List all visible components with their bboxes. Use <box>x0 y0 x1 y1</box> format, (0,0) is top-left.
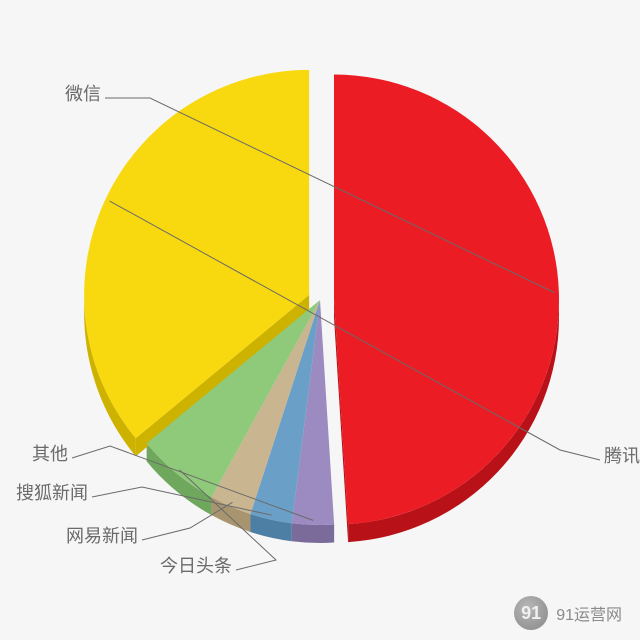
slice-label: 搜狐新闻 <box>16 483 88 503</box>
watermark-logo-text: 91 <box>521 603 541 624</box>
watermark-logo: 91 <box>514 596 548 630</box>
slice-top <box>334 75 559 525</box>
slice-label: 其他 <box>32 444 68 464</box>
pie-chart-container: 微信其他搜狐新闻网易新闻今日头条 腾讯新闻 91 91运营网 <box>0 0 640 640</box>
watermark: 91 91运营网 <box>514 596 622 630</box>
slice-side <box>292 523 334 543</box>
slice-label: 微信 <box>65 84 101 104</box>
slice-label: 网易新闻 <box>66 526 138 546</box>
pie-chart-svg: 微信其他搜狐新闻网易新闻今日头条 腾讯新闻 <box>0 0 640 640</box>
slice-label: 今日头条 <box>160 556 232 576</box>
slice-label: 腾讯新闻 <box>604 446 640 466</box>
watermark-text: 91运营网 <box>556 601 622 625</box>
